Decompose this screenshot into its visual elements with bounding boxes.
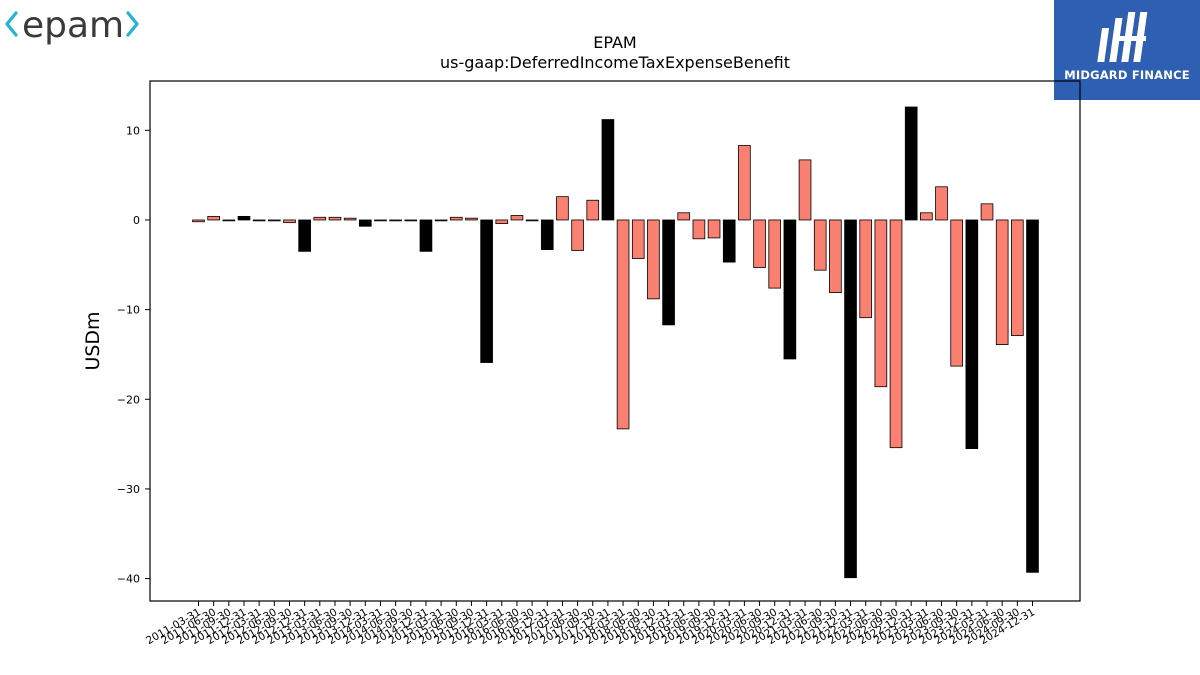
y-axis: 10 0 −10 −20 −30 −40: [117, 124, 150, 586]
bar-2021-12-31: [844, 219, 857, 579]
bar-2018-12-31: [662, 219, 675, 326]
bar-2015-12-31: [480, 219, 493, 363]
bar-2012-09-30: [283, 219, 296, 224]
midgard-finance-logo: MIDGARD FINANCE: [1054, 0, 1200, 100]
epam-logo: epam: [0, 0, 150, 60]
bar-2012-12-31: [298, 219, 311, 252]
bar-2019-03-31: [677, 212, 691, 221]
bar-2014-06-30: [389, 219, 402, 222]
bar-2023-12-31: [965, 219, 979, 449]
bar-2016-09-30: [525, 219, 539, 222]
bar-2015-09-30: [465, 217, 478, 221]
bar-2014-03-31: [374, 219, 387, 222]
bar-2012-06-30: [267, 219, 281, 222]
y-tick-label: −40: [117, 573, 140, 586]
bar-2015-03-31: [434, 219, 448, 222]
bar-2019-09-30: [707, 219, 721, 239]
x-axis: 2011-03-312011-06-302011-09-302011-12-31…: [144, 601, 1037, 647]
bar-2011-03-31: [192, 219, 205, 223]
bar-2017-06-30: [571, 219, 584, 251]
bar-2018-03-31: [616, 219, 630, 430]
bar-2023-06-30: [935, 186, 948, 221]
bar-2024-06-30: [995, 219, 1009, 345]
bar-2021-03-31: [798, 159, 812, 221]
bar-2011-06-30: [207, 215, 220, 221]
bar-2018-06-30: [631, 219, 645, 259]
bar-2019-06-30: [692, 219, 706, 240]
bar-2014-12-31: [419, 219, 433, 252]
epam-logo-text: epam: [22, 5, 124, 46]
bar-2011-09-30: [222, 219, 236, 222]
bar-2024-09-30: [1011, 219, 1024, 337]
bar-2013-03-31: [313, 216, 327, 221]
bar-2013-06-30: [328, 216, 342, 221]
bar-2024-03-31: [980, 203, 994, 221]
bar-2015-06-30: [449, 216, 463, 221]
y-tick-label: −30: [117, 483, 140, 496]
bar-2023-03-31: [920, 212, 933, 221]
bar-2013-09-30: [343, 217, 357, 221]
bar-2013-12-31: [358, 219, 372, 227]
bar-2016-03-31: [495, 219, 509, 224]
bar-2020-09-30: [768, 219, 782, 289]
bar-2011-12-31: [237, 215, 251, 221]
bar-2016-06-30: [510, 215, 524, 221]
bar-2020-12-31: [783, 219, 797, 360]
bar-2019-12-31: [722, 219, 736, 263]
midgard-mark-icon: [1097, 12, 1148, 62]
bars-group: [192, 106, 1039, 579]
y-tick-label: −20: [117, 393, 140, 406]
bar-2022-03-31: [859, 219, 873, 319]
bar-2012-03-31: [252, 219, 266, 222]
midgard-finance-text: MIDGARD FINANCE: [1064, 68, 1190, 82]
bar-2018-09-30: [647, 219, 660, 300]
bar-2020-03-31: [738, 145, 751, 221]
y-tick-label: 0: [133, 214, 140, 227]
bar-2017-03-31: [556, 196, 569, 221]
bar-2024-12-31: [1026, 219, 1039, 573]
bar-2023-09-30: [950, 219, 964, 367]
chart-title: EPAM: [593, 33, 636, 52]
bar-2022-06-30: [874, 219, 888, 388]
bar-2021-09-30: [829, 219, 842, 293]
bar-2016-12-31: [540, 219, 554, 250]
bar-2022-12-31: [904, 106, 918, 221]
bar-2017-09-30: [586, 199, 600, 221]
bar-2020-06-30: [753, 219, 766, 268]
bar-2014-09-30: [404, 219, 418, 222]
bar-2022-09-30: [889, 219, 903, 449]
chart-subtitle: us-gaap:DeferredIncomeTaxExpenseBenefit: [440, 53, 790, 72]
bar-2021-06-30: [813, 219, 827, 271]
plot-frame: [149, 80, 1081, 602]
y-tick-label: −10: [117, 304, 140, 317]
y-axis-label: USDm: [82, 311, 104, 370]
y-tick-label: 10: [126, 124, 140, 137]
bar-2017-12-31: [601, 119, 615, 221]
